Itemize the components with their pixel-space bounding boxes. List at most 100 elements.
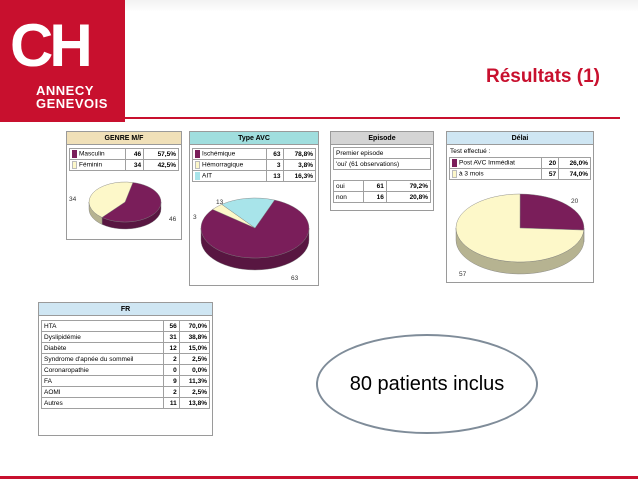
logo-city-line1: ANNECY <box>36 83 94 98</box>
episode-subheading: 'oui' (61 observations) <box>333 158 431 170</box>
row-pct: 70,0% <box>178 320 211 332</box>
row-label: HTA <box>41 320 164 332</box>
row-count: 34 <box>124 159 145 171</box>
delai-pie-chart <box>455 193 585 275</box>
row-label: oui <box>333 180 364 192</box>
panel-genre-title: GENRE M/F <box>67 132 181 145</box>
logo-city: ANNECY GENEVOIS <box>36 84 108 110</box>
row-pct: 42,5% <box>143 159 179 171</box>
row-count: 3 <box>265 159 284 171</box>
table-row: Ischémique 63 78,8% <box>192 148 317 160</box>
row-pct: 13,8% <box>178 397 211 409</box>
table-row: Diabète 12 15,0% <box>41 342 211 354</box>
genre-table: Masculin 46 57,5% Féminin 34 42,5% <box>69 148 179 171</box>
swatch-ait <box>195 172 200 180</box>
table-row: Autres 11 13,8% <box>41 397 211 409</box>
panel-episode: Episode Premier episode 'oui' (61 observ… <box>330 131 434 211</box>
row-count: 13 <box>265 170 284 182</box>
row-pct: 16,3% <box>282 170 317 182</box>
table-row: HTA 56 70,0% <box>41 320 211 332</box>
row-count: 11 <box>162 397 180 409</box>
row-count: 56 <box>162 320 180 332</box>
row-count: 61 <box>362 180 387 192</box>
row-label: Dyslipidémie <box>41 331 164 343</box>
row-pct: 2,5% <box>178 386 211 398</box>
genre-slice-label-masculin: 46 <box>169 216 177 223</box>
row-label: Hémorragique <box>202 161 244 169</box>
type-avc-slice-label-ischemique: 63 <box>291 275 299 282</box>
table-row: 'oui' (61 observations) <box>333 158 431 170</box>
panel-fr-title: FR <box>39 303 212 316</box>
row-count: 12 <box>162 342 180 354</box>
row-count: 2 <box>162 353 180 365</box>
row-pct: 74,0% <box>558 168 591 180</box>
panel-genre: GENRE M/F Masculin 46 57,5% Féminin 34 4… <box>66 131 182 240</box>
swatch-masculin <box>72 150 77 158</box>
row-label: Diabète <box>41 342 164 354</box>
row-label: FA <box>41 375 164 387</box>
table-row: AOMI 2 2,5% <box>41 386 211 398</box>
table-row: Premier episode <box>333 147 431 159</box>
type-avc-slice-label-hemorragique: 3 <box>193 214 197 221</box>
genre-slice-label-feminin: 34 <box>69 196 77 203</box>
panel-delai: Délai Test effectué : Post AVC Immédiat … <box>446 131 594 283</box>
row-label: Autres <box>41 397 164 409</box>
row-label: Masculin <box>79 150 105 158</box>
row-count: 9 <box>162 375 180 387</box>
delai-slice-label-post-avc: 20 <box>571 198 579 205</box>
fr-table: HTA 56 70,0% Dyslipidémie 31 38,8% Diabète 12 15… <box>41 320 211 409</box>
pie-slice-0 <box>101 182 162 223</box>
slide-title: Résultats (1) <box>485 66 600 87</box>
row-count: 63 <box>265 148 284 160</box>
table-row: Féminin 34 42,5% <box>69 159 179 171</box>
table-row: oui 61 79,2% <box>333 180 432 192</box>
delai-slice-label-3-mois: 57 <box>459 271 467 278</box>
pie-slice-1 <box>455 193 585 263</box>
row-count: 0 <box>162 364 180 376</box>
type-avc-table: Ischémique 63 78,8% Hémorragique 3 3,8% … <box>192 148 317 182</box>
type-avc-pie-chart <box>200 197 310 271</box>
row-label: à 3 mois <box>459 170 484 178</box>
panel-delai-title: Délai <box>447 132 593 145</box>
genre-pie-chart <box>88 181 162 230</box>
row-pct: 26,0% <box>558 157 591 169</box>
episode-heading: Premier episode <box>333 147 431 159</box>
table-row: Hémorragique 3 3,8% <box>192 159 317 171</box>
panel-type-avc-title: Type AVC <box>190 132 318 145</box>
row-count: 16 <box>362 191 387 203</box>
row-label: Féminin <box>79 161 103 169</box>
type-avc-slice-label-ait: 13 <box>216 199 224 206</box>
row-label: AIT <box>202 172 213 180</box>
row-count: 2 <box>162 386 180 398</box>
row-pct: 79,2% <box>385 180 432 192</box>
row-count: 20 <box>541 157 560 169</box>
bottom-rule <box>0 476 638 479</box>
row-label: Ischémique <box>202 150 236 158</box>
swatch-ischemique <box>195 150 200 158</box>
episode-table: Premier episode 'oui' (61 observations) … <box>333 147 432 203</box>
row-label: non <box>333 191 364 203</box>
swatch-3-mois <box>452 170 457 178</box>
table-row: Coronaropathie 0 0,0% <box>41 364 211 376</box>
table-row <box>333 169 431 181</box>
hospital-logo: CH ANNECY GENEVOIS <box>0 0 125 122</box>
row-count: 57 <box>541 168 560 180</box>
row-pct: 3,8% <box>282 159 317 171</box>
delai-heading: Test effectué : <box>450 148 491 155</box>
table-row: à 3 mois 57 74,0% <box>448 168 591 180</box>
table-row: Post AVC Immédiat 20 26,0% <box>448 157 591 169</box>
table-row: FA 9 11,3% <box>41 375 211 387</box>
pie-slice-1 <box>88 181 134 218</box>
row-pct: 38,8% <box>178 331 211 343</box>
row-count: 46 <box>124 148 145 160</box>
row-pct: 78,8% <box>282 148 317 160</box>
row-pct: 20,8% <box>385 191 432 203</box>
row-label: Syndrome d'apnée du sommeil <box>41 353 164 365</box>
logo-letters: CH <box>10 12 93 79</box>
title-rule <box>125 117 620 119</box>
panel-episode-title: Episode <box>331 132 433 145</box>
row-count: 31 <box>162 331 180 343</box>
patients-callout: 80 patients inclus <box>316 334 538 434</box>
row-label: Post AVC Immédiat <box>459 159 515 167</box>
row-pct: 57,5% <box>143 148 179 160</box>
